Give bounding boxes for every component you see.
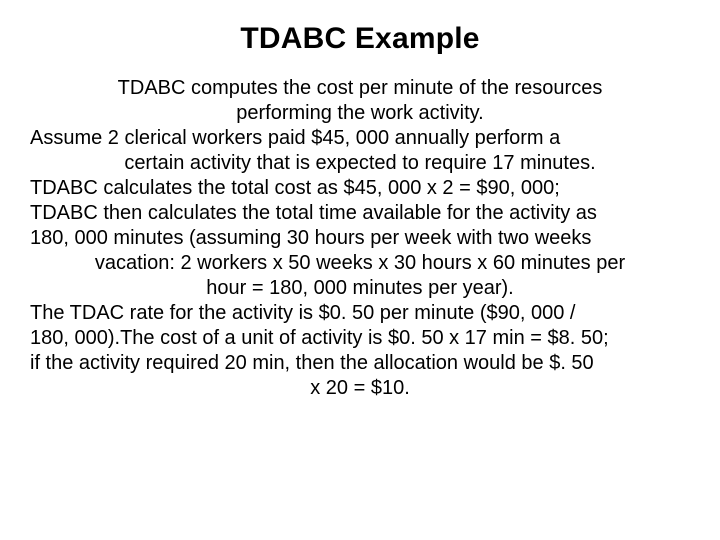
line: certain activity that is expected to req… — [30, 151, 690, 176]
line: hour = 180, 000 minutes per year). — [30, 276, 690, 301]
paragraph-1: TDABC computes the cost per minute of th… — [30, 76, 690, 126]
slide: TDABC Example TDABC computes the cost pe… — [0, 0, 720, 540]
line: 180, 000).The cost of a unit of activity… — [30, 327, 609, 349]
line: if the activity required 20 min, then th… — [30, 352, 594, 374]
paragraph-4: The TDAC rate for the activity is $0. 50… — [30, 301, 690, 401]
line: The TDAC rate for the activity is $0. 50… — [30, 302, 575, 324]
line: 180, 000 minutes (assuming 30 hours per … — [30, 227, 591, 249]
line: TDABC computes the cost per minute of th… — [30, 76, 690, 101]
line: TDABC then calculates the total time ava… — [30, 202, 597, 224]
paragraph-2: Assume 2 clerical workers paid $45, 000 … — [30, 126, 690, 176]
line: x 20 = $10. — [30, 376, 690, 401]
line: vacation: 2 workers x 50 weeks x 30 hour… — [30, 251, 690, 276]
slide-title: TDABC Example — [30, 22, 690, 56]
line: TDABC calculates the total cost as $45, … — [30, 177, 560, 199]
line: performing the work activity. — [30, 101, 690, 126]
line: Assume 2 clerical workers paid $45, 000 … — [30, 127, 560, 149]
slide-body: TDABC computes the cost per minute of th… — [30, 76, 690, 401]
paragraph-3: TDABC calculates the total cost as $45, … — [30, 176, 690, 301]
